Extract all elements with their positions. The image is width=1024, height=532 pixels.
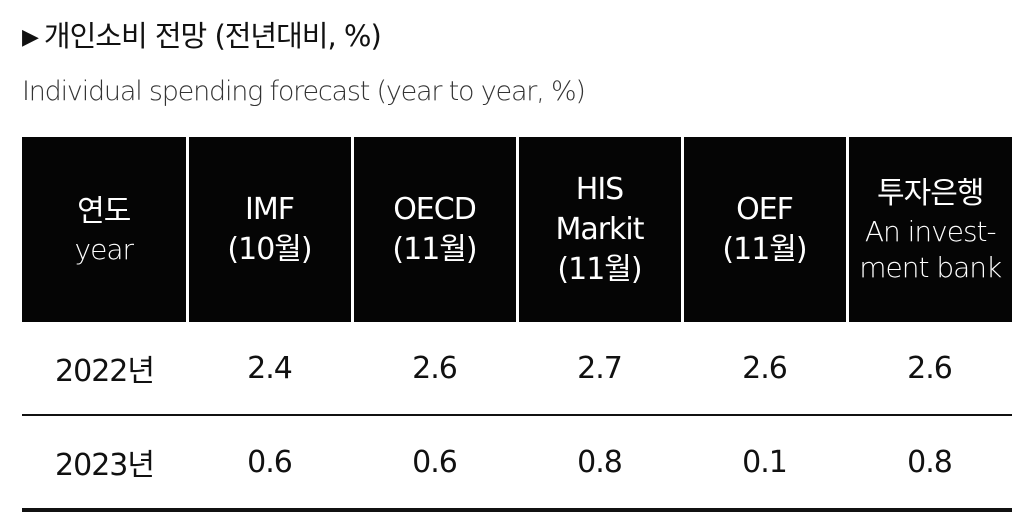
cell-his-markit: 2.7	[517, 322, 682, 416]
header-his-label: HIS	[575, 171, 624, 207]
header-investment-bank: 투자은행 An invest- ment bank	[845, 137, 1012, 322]
header-year-label: 연도	[77, 193, 131, 229]
cell-oecd: 2.6	[352, 322, 517, 416]
cell-investment-bank: 2.6	[847, 322, 1012, 416]
header-imf: IMF (10월)	[185, 137, 352, 322]
header-oecd-date: (11월)	[392, 231, 477, 267]
cell-imf: 0.6	[187, 415, 352, 512]
cell-imf: 2.4	[187, 322, 352, 416]
header-oecd: OECD (11월)	[350, 137, 517, 322]
header-oef: OEF (11월)	[680, 137, 847, 322]
cell-investment-bank: 0.8	[847, 415, 1012, 512]
header-oef-label: OEF	[736, 191, 794, 227]
header-markit-label: Markit	[555, 211, 644, 247]
title-korean: 개인소비 전망 (전년대비, %)	[43, 19, 382, 53]
header-imf-label: IMF	[245, 191, 295, 227]
header-investment-bank-en-2: ment bank	[859, 250, 1002, 284]
header-oecd-label: OECD	[393, 191, 477, 227]
cell-year: 2023년	[22, 415, 187, 512]
cell-his-markit: 0.8	[517, 415, 682, 512]
table-header: 연도 year IMF (10월) OECD (11월) HIS Markit …	[22, 137, 1012, 322]
table-row: 2022년 2.4 2.6 2.7 2.6 2.6	[22, 322, 1012, 416]
page-title: ▶ 개인소비 전망 (전년대비, %)	[22, 14, 382, 60]
header-imf-date: (10월)	[227, 231, 312, 267]
cell-oef: 0.1	[682, 415, 847, 512]
header-investment-bank-label: 투자은행	[877, 175, 984, 211]
header-his-markit: HIS Markit (11월)	[515, 137, 682, 322]
header-investment-bank-en-1: An invest-	[864, 214, 997, 248]
header-year: 연도 year	[22, 137, 187, 322]
table-body: 2022년 2.4 2.6 2.7 2.6 2.6 2023년 0.6 0.6 …	[22, 322, 1012, 512]
cell-oef: 2.6	[682, 322, 847, 416]
cell-year: 2022년	[22, 322, 187, 416]
page-subtitle: Individual spending forecast (year to ye…	[22, 76, 586, 107]
table-row: 2023년 0.6 0.6 0.8 0.1 0.8	[22, 415, 1012, 512]
cell-oecd: 0.6	[352, 415, 517, 512]
header-year-label-en: year	[74, 232, 134, 266]
header-his-markit-date: (11월)	[557, 251, 642, 287]
header-oef-date: (11월)	[722, 231, 807, 267]
header-row: 연도 year IMF (10월) OECD (11월) HIS Markit …	[22, 137, 1012, 322]
triangle-marker-icon: ▶	[22, 25, 39, 50]
forecast-table: 연도 year IMF (10월) OECD (11월) HIS Markit …	[22, 137, 1012, 512]
